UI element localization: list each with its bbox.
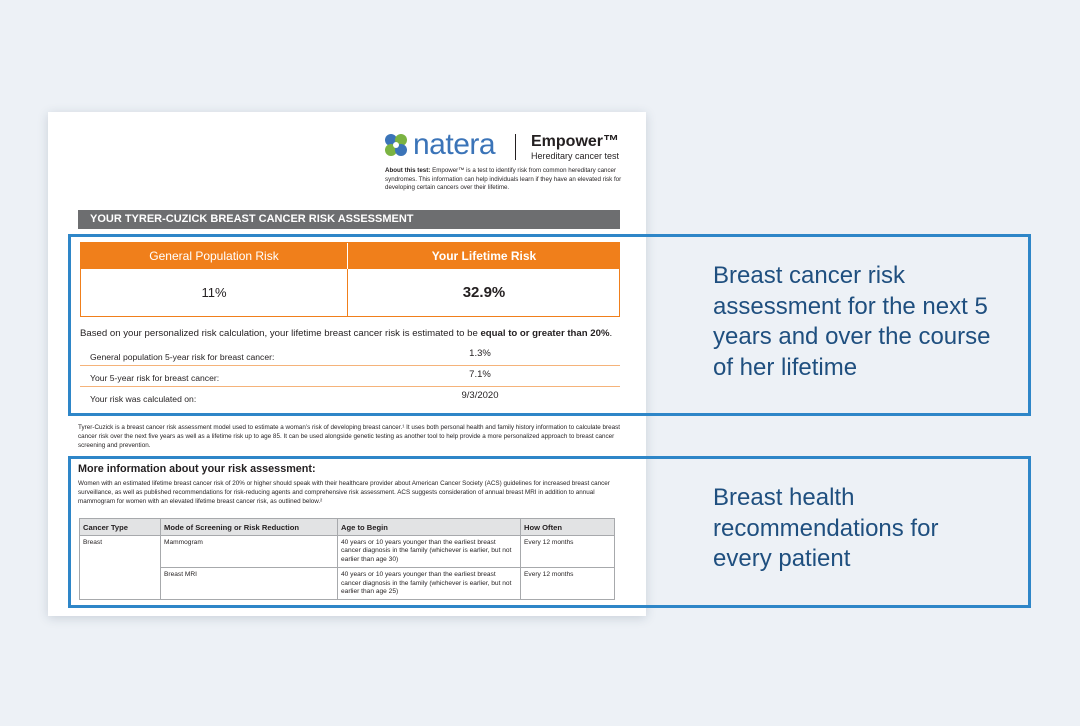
risk-summary-table: General Population Risk Your Lifetime Ri… [80, 242, 620, 317]
risk-statement-end: . [609, 328, 613, 339]
callout-recommendations: Breast health recommendations for every … [713, 484, 939, 572]
lifetime-risk-label: Your Lifetime Risk [347, 243, 620, 269]
more-info-text: Women with an estimated lifetime breast … [78, 480, 610, 506]
detail-label: Your 5-year risk for breast cancer: [90, 373, 220, 383]
table-header-row: Cancer Type Mode of Screening or Risk Re… [79, 518, 615, 536]
detail-label: Your risk was calculated on: [90, 394, 197, 404]
section-title-bar: YOUR TYRER-CUZICK BREAST CANCER RISK ASS… [78, 210, 620, 229]
mode-cell: Breast MRI [160, 567, 338, 601]
detail-value: 1.3% [469, 348, 491, 359]
callout-risk-assessment: Breast cancer risk assessment for the ne… [713, 262, 991, 381]
table-row: Breast Mammogram 40 years or 10 years yo… [79, 534, 615, 601]
screening-recommendations-table: Cancer Type Mode of Screening or Risk Re… [79, 518, 615, 601]
general-risk-value: 11% [201, 285, 227, 300]
mode-cell: Mammogram [160, 534, 338, 569]
brand-wordmark: natera [413, 128, 496, 161]
column-header: Age to Begin [337, 518, 521, 536]
product-name: Empower™ [531, 133, 620, 150]
model-description: Tyrer-Cuzick is a breast cancer risk ass… [78, 424, 621, 450]
general-risk-label: General Population Risk [149, 249, 279, 263]
about-test-label: About this test: [385, 167, 431, 174]
lifetime-risk-value: 32.9% [347, 269, 620, 316]
detail-row-your-5yr: Your 5-year risk for breast cancer: 7.1% [80, 367, 620, 387]
more-info-title: More information about your risk assessm… [78, 463, 316, 475]
natera-clover-icon [385, 134, 407, 156]
detail-value: 9/3/2020 [461, 390, 499, 401]
detail-row-general-5yr: General population 5-year risk for breas… [80, 346, 620, 366]
column-header: Cancer Type [79, 518, 161, 536]
risk-statement-text: Based on your personalized risk calculat… [80, 328, 481, 339]
cancer-type-cell: Breast [79, 534, 161, 601]
age-cell: 40 years or 10 years younger than the ea… [337, 567, 521, 601]
frequency-cell: Every 12 months [520, 567, 615, 601]
risk-report-document: natera Empower™ Hereditary cancer test A… [48, 112, 646, 616]
risk-statement: Based on your personalized risk calculat… [80, 328, 625, 339]
detail-label: General population 5-year risk for breas… [90, 352, 275, 362]
logo-divider [515, 134, 516, 160]
detail-row-calculated-on: Your risk was calculated on: 9/3/2020 [80, 388, 620, 407]
risk-table-header: General Population Risk Your Lifetime Ri… [81, 243, 619, 269]
about-test-text: About this test: Empower™ is a test to i… [385, 167, 625, 193]
age-cell: 40 years or 10 years younger than the ea… [337, 534, 521, 569]
natera-logo: natera Empower™ Hereditary cancer test [383, 128, 643, 162]
product-subtitle: Hereditary cancer test [531, 151, 620, 161]
highlight-box-risk [68, 234, 1031, 416]
frequency-cell: Every 12 months [520, 534, 615, 569]
detail-value: 7.1% [469, 369, 491, 380]
highlight-box-recommendations [68, 456, 1031, 608]
column-header: How Often [520, 518, 615, 536]
risk-statement-emphasis: equal to or greater than 20% [480, 328, 610, 339]
table-row: Breast MRI 40 years or 10 years younger … [80, 567, 615, 601]
about-test-body: Empower™ is a test to identify risk from… [385, 167, 622, 192]
